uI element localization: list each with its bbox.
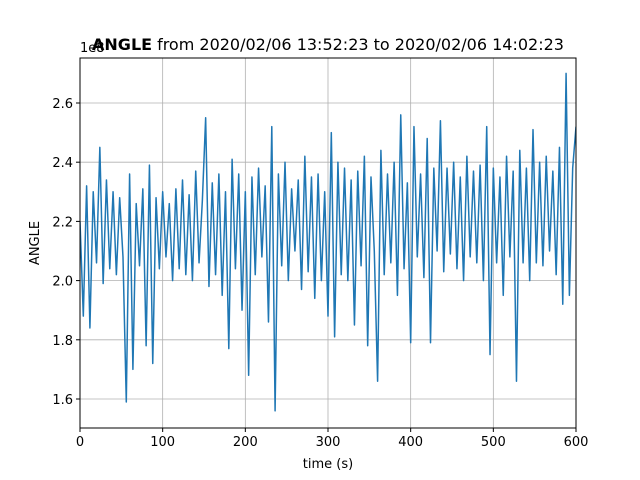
y-tick-label: 2.6 [52, 97, 73, 112]
plot-area [80, 72, 576, 412]
y-tick-label: 2.0 [52, 275, 73, 290]
x-tick-label: 0 [76, 435, 84, 450]
title-bold: ANGLE [92, 35, 152, 54]
data-line [80, 72, 576, 412]
y-axis-label: ANGLE [28, 221, 43, 265]
chart-title: ANGLE from 2020/02/06 13:52:23 to 2020/02… [92, 35, 564, 54]
x-tick-label: 100 [150, 435, 175, 450]
y-tick-label: 1.6 [52, 393, 73, 408]
y-tick-label: 1.8 [52, 334, 73, 349]
x-tick-label: 600 [564, 435, 589, 450]
x-tick-label: 400 [398, 435, 423, 450]
y-tick-label: 2.2 [52, 215, 73, 230]
title-rest: from 2020/02/06 13:52:23 to 2020/02/06 1… [157, 35, 564, 54]
ticks: 0 100 200 300 400 500 600 1.6 1.8 2.0 2.2 2.4 2.6 [52, 97, 588, 450]
x-tick-label: 300 [316, 435, 341, 450]
x-tick-label: 200 [233, 435, 258, 450]
offset-label: 1e8 [80, 41, 105, 56]
y-tick-label: 2.4 [52, 156, 73, 171]
x-axis-label: time (s) [303, 457, 353, 472]
x-tick-label: 500 [481, 435, 506, 450]
